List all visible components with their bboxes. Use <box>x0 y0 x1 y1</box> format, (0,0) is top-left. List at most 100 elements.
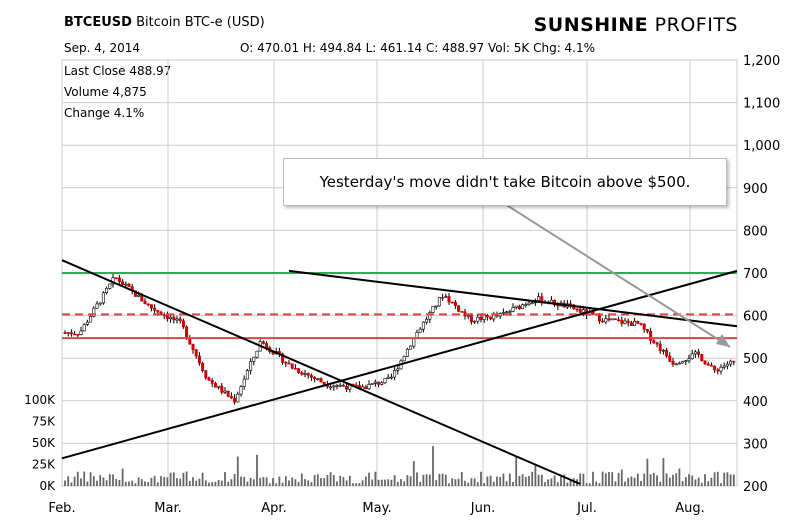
change-readout: Change 4.1% <box>64 106 145 120</box>
candle-body <box>633 320 637 327</box>
volume-bar <box>515 457 518 486</box>
volume-bar <box>432 446 434 486</box>
volume-bar <box>201 472 204 486</box>
volume-bar <box>128 481 130 486</box>
volume-bar <box>227 481 230 486</box>
candle-body <box>345 385 349 390</box>
volume-bar <box>534 465 537 486</box>
volume-bar <box>387 479 390 486</box>
volume-bar <box>422 474 425 486</box>
volume-bar <box>268 483 271 486</box>
volume-bar <box>486 476 489 486</box>
volume-bar <box>182 472 185 486</box>
volume-bar <box>163 477 166 486</box>
volume-bar <box>179 478 182 486</box>
candle-body <box>482 314 486 320</box>
candle-body <box>693 351 697 355</box>
candle-body <box>415 331 419 339</box>
price-tick-label: 900 <box>743 182 768 197</box>
volume-bar <box>732 474 735 486</box>
candle-body <box>383 377 387 384</box>
volume-bar <box>374 471 377 486</box>
candle-body <box>169 316 173 320</box>
volume-bar <box>412 461 415 486</box>
price-tick-label: 1,200 <box>743 54 780 69</box>
volume-bar <box>150 477 153 486</box>
volume-bar <box>249 478 252 486</box>
volume-bar <box>393 475 396 486</box>
volume-bar <box>464 480 466 486</box>
volume-bar <box>419 481 422 486</box>
candle-body <box>76 333 80 336</box>
candle-body <box>297 368 301 373</box>
volume-bar <box>428 474 431 486</box>
candle-body <box>601 320 605 323</box>
candle-body <box>197 355 201 364</box>
candle-body <box>575 308 579 311</box>
volume-tick-label: 100K <box>24 393 56 407</box>
candle-body <box>649 331 653 341</box>
volume-bar <box>496 476 498 486</box>
volume-bar <box>304 479 306 486</box>
date-label: Sep. 4, 2014 <box>64 41 141 55</box>
volume-bar <box>144 481 146 486</box>
volume-bar <box>528 475 530 486</box>
volume-bar <box>518 475 521 486</box>
volume-bar <box>364 476 367 486</box>
volume-bar <box>649 474 652 486</box>
volume-bar <box>451 478 454 486</box>
volume-bar <box>620 469 623 486</box>
candle-body <box>172 316 176 321</box>
volume-bar <box>502 473 505 486</box>
candle-body <box>252 356 256 362</box>
price-tick-label: 800 <box>743 224 768 239</box>
candle-body <box>703 360 707 365</box>
candle-body <box>553 299 557 306</box>
price-tick-label: 700 <box>743 267 768 282</box>
annotation-arrow-head <box>716 334 730 347</box>
candle-body <box>329 386 333 389</box>
volume-bar <box>342 477 345 486</box>
volume-bar <box>73 476 76 486</box>
candle-body <box>255 350 259 358</box>
candle-body <box>620 319 624 324</box>
candle-body <box>453 301 457 306</box>
volume-bar <box>560 476 562 486</box>
volume-tick-label: 0K <box>39 479 56 493</box>
candle-body <box>421 321 425 330</box>
candle-body <box>402 356 406 362</box>
volume-bar <box>371 479 374 486</box>
volume-bar <box>499 476 502 486</box>
candle-body <box>610 318 614 321</box>
candle-body <box>508 311 512 313</box>
candle-body <box>105 288 109 294</box>
candle-body <box>236 393 240 403</box>
candle-body <box>319 378 323 383</box>
candle-body <box>517 305 521 309</box>
price-tick-label: 600 <box>743 310 768 325</box>
candle-body <box>73 333 77 336</box>
trend-line <box>61 259 581 485</box>
candle-body <box>655 342 659 345</box>
candle-body <box>393 370 397 378</box>
volume-bar <box>105 480 108 486</box>
candle-body <box>700 354 704 362</box>
volume-bar <box>710 477 713 486</box>
candle-body <box>725 363 729 367</box>
candle-body <box>636 320 640 324</box>
volume-bar <box>336 481 338 486</box>
ohlc-readout: O: 470.01 H: 494.84 L: 461.14 C: 488.97 … <box>240 41 596 55</box>
brand-part2: PROFITS <box>648 14 738 36</box>
volume-bar <box>352 483 354 486</box>
volume-bar <box>188 481 191 486</box>
candle-body <box>469 315 473 323</box>
trend-line <box>288 269 738 328</box>
candle-body <box>668 355 672 362</box>
candle-body <box>671 360 675 365</box>
volume-bar <box>384 479 386 486</box>
candle-body <box>281 353 285 363</box>
candle-body <box>514 305 518 308</box>
volume-bar <box>348 475 351 486</box>
price-tick-label: 400 <box>743 395 768 410</box>
candle-body <box>709 364 713 367</box>
